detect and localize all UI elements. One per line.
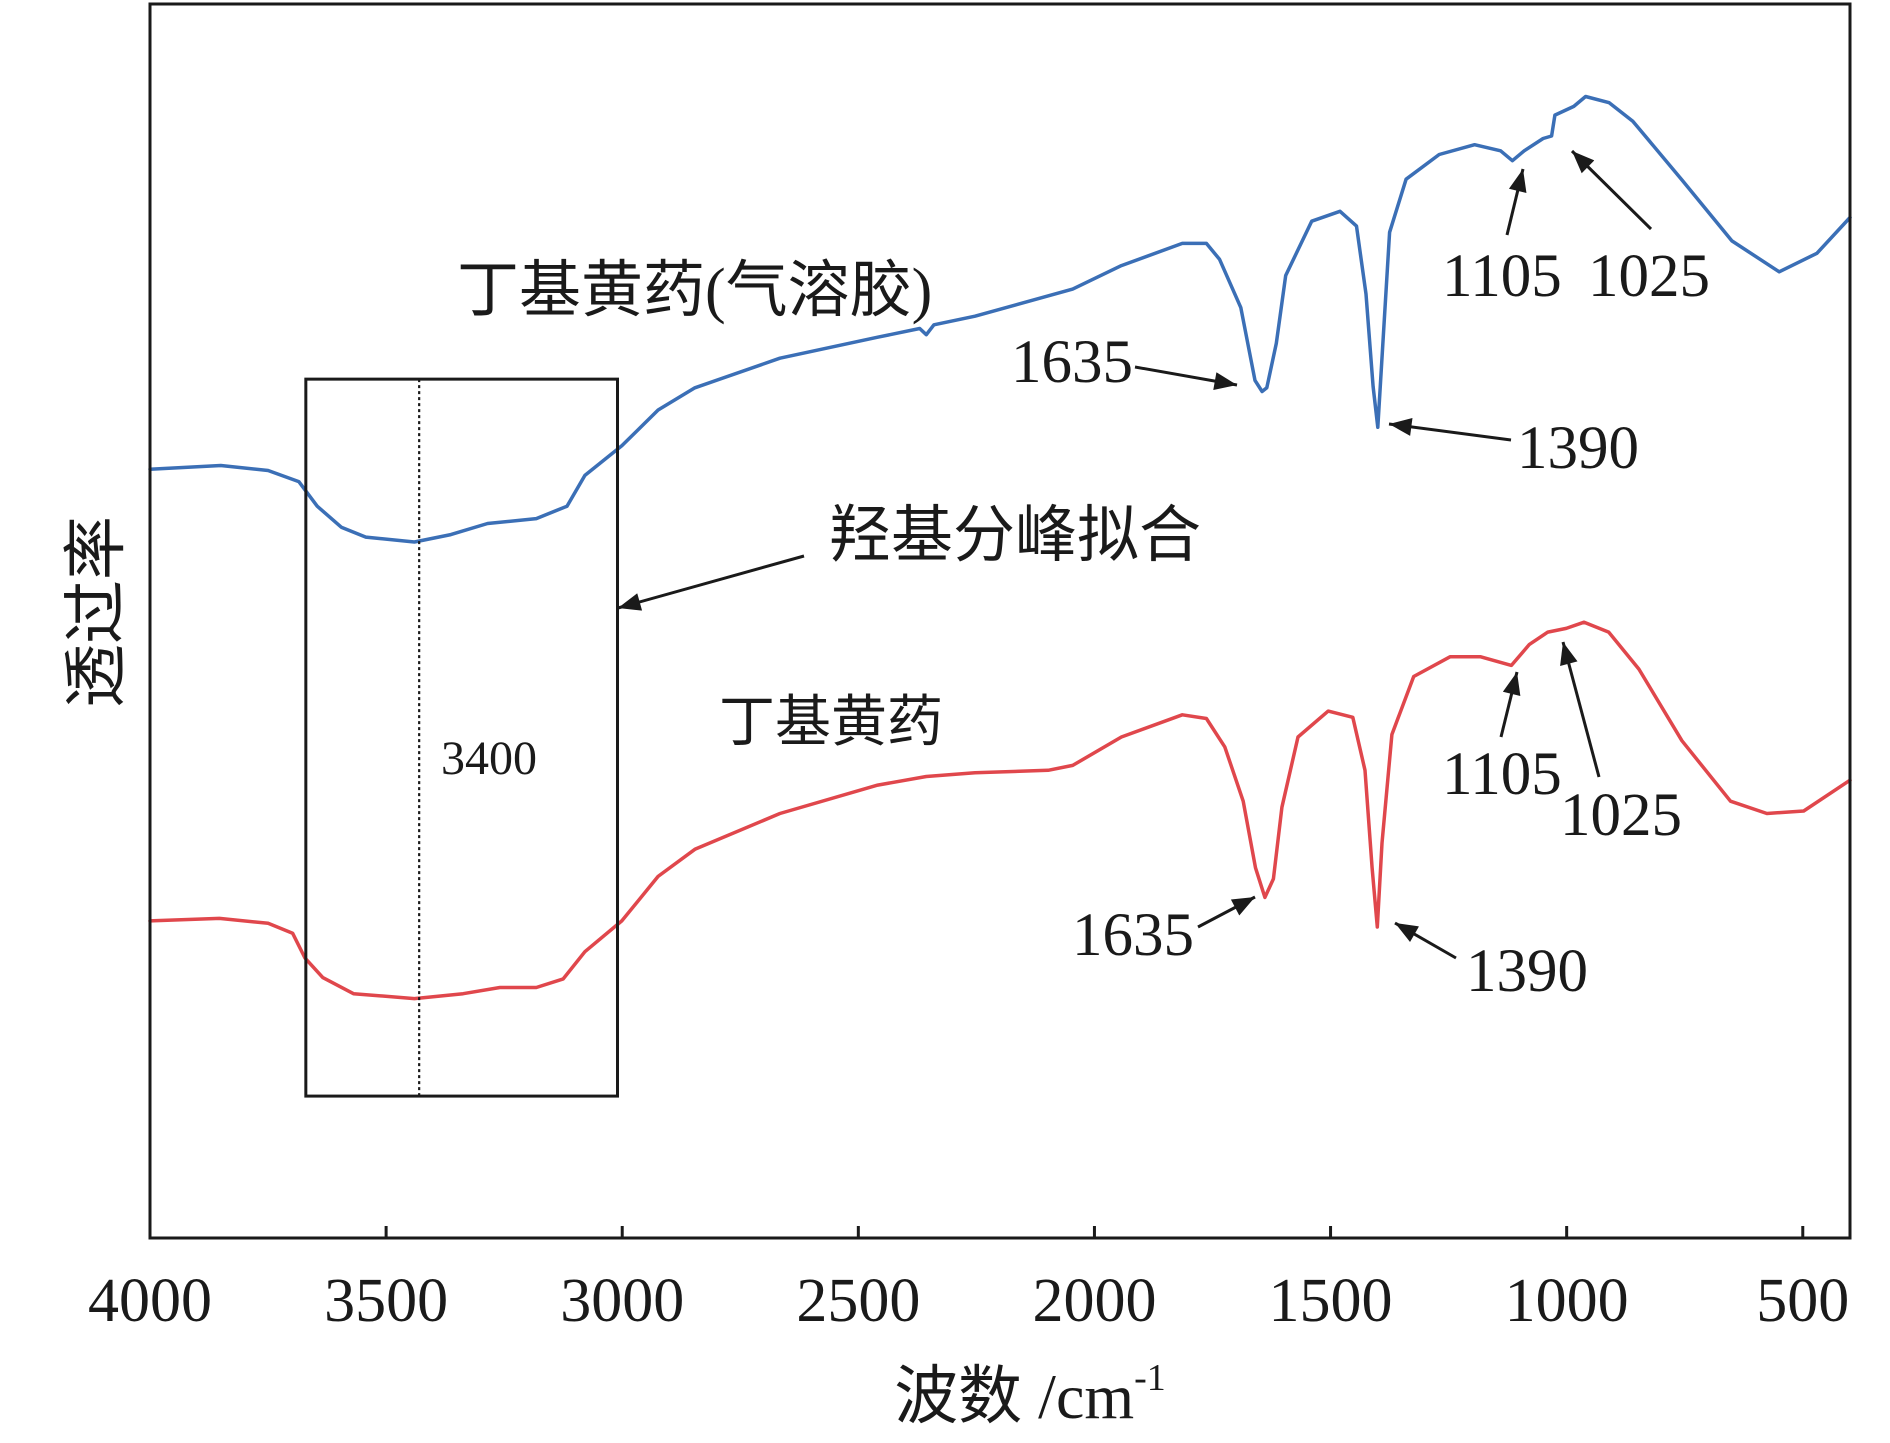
region-box [304,377,619,1098]
region-marker-label: 3400 [441,732,537,785]
series-label-xanthate: 丁基黄药 [719,692,943,754]
x-tick-label: 3500 [324,1267,448,1335]
peak-arrow-xanthate-1635 [1197,895,1256,929]
x-axis-ticks: 4000 3500 3000 2500 2000 1500 1000 500 [88,1226,1849,1335]
x-tick-label: 2500 [796,1267,920,1335]
peak-arrow-xanthate-1025 [1560,641,1601,778]
peak-label-xanthate-1635: 1635 [1072,902,1194,969]
x-tick-label: 500 [1756,1267,1849,1335]
peak-label-aerosol-1025: 1025 [1588,243,1710,310]
peak-arrow-aerosol-1105 [1505,168,1527,236]
x-axis-label: 波数 /cm-1 [894,1357,1166,1432]
peak-label-aerosol-1390: 1390 [1517,415,1639,482]
x-tick-label: 3000 [560,1267,684,1335]
hydroxyl-fit-region [304,377,619,1098]
x-tick-label: 1000 [1505,1267,1629,1335]
x-tick-label: 4000 [88,1267,212,1335]
y-axis-label: 透过率 [61,516,132,708]
peak-arrow-aerosol-1635 [1134,365,1238,390]
x-tick-label: 2000 [1032,1267,1156,1335]
peak-label-xanthate-1390: 1390 [1466,938,1588,1005]
xanthate-series-line [148,620,1852,1001]
series-layer [148,94,1852,1001]
peak-label-xanthate-1105: 1105 [1442,741,1562,808]
peak-arrow-xanthate-1390 [1394,921,1457,960]
peak-arrow-aerosol-1025 [1570,149,1653,231]
peak-label-xanthate-1025: 1025 [1560,782,1682,849]
series-label-aerosol: 丁基黄药(气溶胶) [457,257,932,325]
peak-arrow-xanthate-1105 [1499,671,1521,738]
peak-label-aerosol-1105: 1105 [1442,243,1562,310]
plot-frame [148,2,1852,1240]
peak-arrow-aerosol-1390 [1388,418,1512,442]
aerosol-series-line [148,94,1852,544]
x-axis-label-superscript: -1 [1134,1357,1166,1399]
region-arrow [617,554,805,611]
region-label: 羟基分峰拟合 [829,502,1201,570]
peak-label-aerosol-1635: 1635 [1011,329,1133,396]
x-axis-label-main: 波数 /cm [894,1361,1134,1432]
x-tick-label: 1500 [1269,1267,1393,1335]
